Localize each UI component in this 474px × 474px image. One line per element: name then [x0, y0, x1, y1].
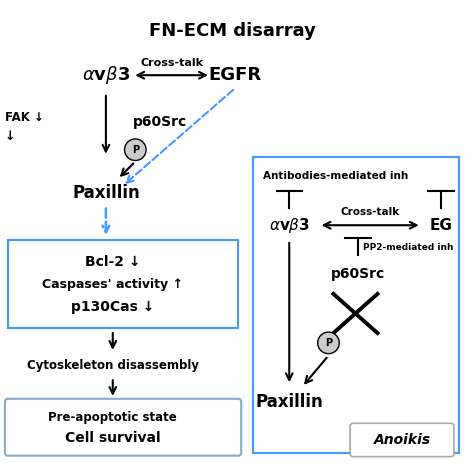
Text: ↓: ↓	[5, 130, 15, 144]
Text: Cross-talk: Cross-talk	[340, 208, 399, 218]
Text: $\alpha$v$\beta$3: $\alpha$v$\beta$3	[269, 216, 310, 235]
FancyBboxPatch shape	[8, 240, 238, 328]
Text: EGFR: EGFR	[209, 66, 262, 84]
Text: Anoikis: Anoikis	[374, 433, 430, 447]
Text: Bcl-2 ↓: Bcl-2 ↓	[85, 255, 140, 268]
Text: Paxillin: Paxillin	[255, 393, 323, 411]
Text: p130Cas ↓: p130Cas ↓	[71, 300, 155, 314]
Text: Cytoskeleton disassembly: Cytoskeleton disassembly	[27, 359, 199, 372]
FancyBboxPatch shape	[5, 399, 241, 456]
Text: Paxillin: Paxillin	[72, 184, 140, 202]
Text: Caspases' activity ↑: Caspases' activity ↑	[42, 278, 183, 291]
Text: FN-ECM disarray: FN-ECM disarray	[149, 22, 316, 40]
Text: Cell survival: Cell survival	[65, 431, 161, 445]
Text: Cross-talk: Cross-talk	[140, 58, 203, 68]
Text: p60Src: p60Src	[331, 267, 385, 281]
Circle shape	[318, 332, 339, 354]
Text: P: P	[325, 338, 332, 348]
Text: Antibodies-mediated inh: Antibodies-mediated inh	[263, 171, 408, 181]
Text: P: P	[132, 145, 139, 155]
Text: PP2-mediated inh: PP2-mediated inh	[363, 243, 453, 252]
FancyBboxPatch shape	[350, 423, 454, 456]
Text: Pre-apoptotic state: Pre-apoptotic state	[48, 411, 177, 424]
Circle shape	[125, 139, 146, 161]
Text: $\alpha$v$\beta$3: $\alpha$v$\beta$3	[82, 64, 130, 86]
Text: EG: EG	[430, 218, 453, 233]
Text: FAK ↓: FAK ↓	[5, 111, 44, 124]
FancyBboxPatch shape	[253, 156, 459, 453]
Text: p60Src: p60Src	[133, 115, 187, 129]
